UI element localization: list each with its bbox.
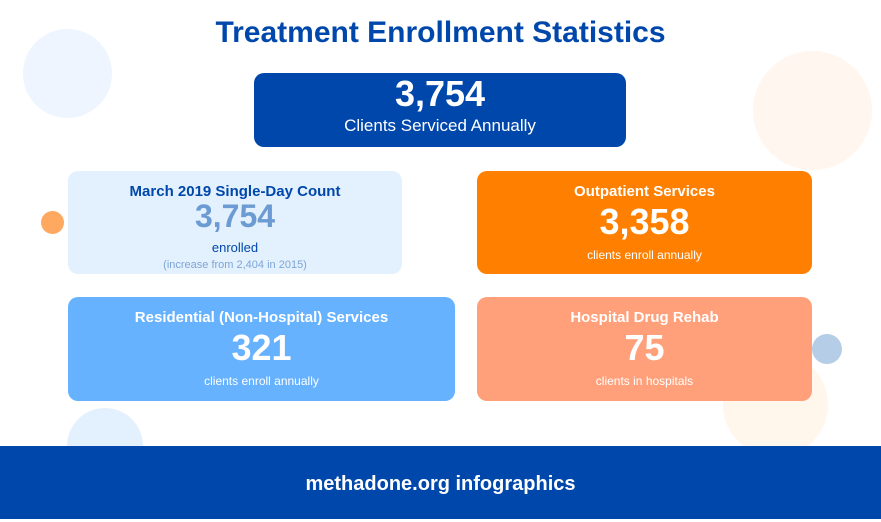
hospital-card: Hospital Drug Rehab 75 clients in hospit… (477, 297, 812, 401)
card-label: clients enroll annually (587, 248, 702, 262)
card-label: enrolled (211, 240, 259, 255)
outpatient-card: Outpatient Services 3,358 clients enroll… (477, 171, 812, 274)
card-value: 3,754 (194, 198, 276, 234)
card-title: Residential (Non-Hospital) Services (134, 309, 389, 326)
card-value: 3,358 (599, 201, 690, 242)
decor-circle (23, 29, 112, 118)
hero-label: Clients Serviced Annually (344, 116, 536, 135)
decor-circle (41, 211, 64, 234)
card-value: 75 (624, 327, 665, 368)
card-title: Hospital Drug Rehab (570, 309, 719, 326)
card-label: clients enroll annually (204, 374, 319, 388)
hero-value: 3,754 (394, 73, 486, 114)
card-value: 321 (231, 327, 292, 368)
card-label: clients in hospitals (595, 374, 694, 388)
footer: methadone.org infographics (0, 446, 881, 519)
hero-stat-card: 3,754 Clients Serviced Annually (254, 73, 626, 147)
card-title: March 2019 Single-Day Count (129, 183, 341, 200)
residential-card: Residential (Non-Hospital) Services 321 … (68, 297, 455, 401)
single-day-count-card: March 2019 Single-Day Count 3,754 enroll… (68, 171, 402, 274)
decor-circle (812, 334, 842, 364)
card-note: (increase from 2,404 in 2015) (163, 259, 307, 271)
decor-circle (753, 51, 872, 170)
page-title: Treatment Enrollment Statistics (215, 16, 666, 49)
card-title: Outpatient Services (574, 183, 715, 200)
